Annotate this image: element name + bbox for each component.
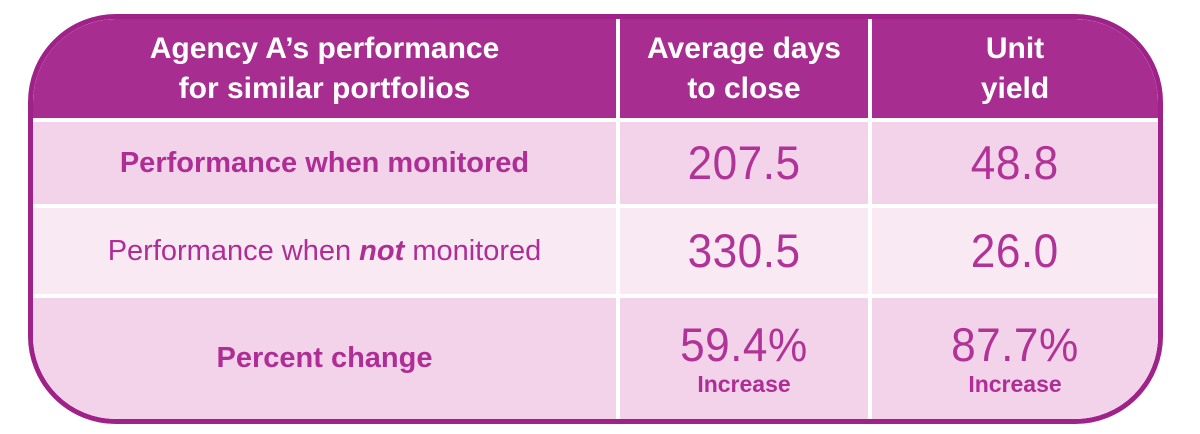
- row-not-monitored-yield-cell: 26.0: [872, 208, 1158, 294]
- row-not-monitored-days-cell: 330.5: [620, 208, 868, 294]
- header-yield-line2: yield: [980, 71, 1050, 105]
- table-row-monitored-label-cell: Performance when monitored: [33, 122, 616, 204]
- row-monitored-label: Performance when monitored: [119, 146, 530, 179]
- performance-table: Agency A’s performance for similar portf…: [33, 19, 1158, 419]
- header-cell-days: Average days to close: [620, 19, 868, 118]
- header-yield-line1: Unit: [985, 31, 1045, 65]
- table-row-not-monitored-label-cell: Performance when not monitored: [33, 208, 616, 294]
- header-days-line2: to close: [687, 71, 801, 105]
- header-portfolio-line2: for similar portfolios: [178, 71, 471, 105]
- header-cell-portfolio: Agency A’s performance for similar portf…: [33, 19, 616, 118]
- row-monitored-yield-cell: 48.8: [872, 122, 1158, 204]
- row-not-monitored-label-prefix: Performance when: [107, 234, 360, 267]
- row-percent-change-label: Percent change: [216, 342, 433, 375]
- row-not-monitored-yield-value: 26.0: [971, 224, 1059, 278]
- row-percent-change-yield-value: 87.7%: [951, 317, 1079, 371]
- performance-table-card: Agency A’s performance for similar portf…: [28, 14, 1163, 424]
- row-monitored-days-value: 207.5: [687, 136, 801, 190]
- row-percent-change-yield-note: Increase: [968, 371, 1062, 398]
- row-percent-change-days-value: 59.4%: [680, 317, 808, 371]
- header-cell-yield: Unit yield: [872, 19, 1158, 118]
- row-not-monitored-label-suffix: monitored: [404, 234, 542, 267]
- header-days-line1: Average days: [646, 31, 841, 65]
- table-row-percent-change-label-cell: Percent change: [33, 298, 616, 419]
- row-percent-change-days-cell: 59.4% Increase: [620, 298, 868, 419]
- row-percent-change-days-note: Increase: [697, 371, 791, 398]
- row-monitored-yield-value: 48.8: [971, 136, 1059, 190]
- row-percent-change-yield-cell: 87.7% Increase: [872, 298, 1158, 419]
- row-not-monitored-label-emphasis: not: [359, 234, 405, 267]
- row-not-monitored-days-value: 330.5: [687, 224, 801, 278]
- row-not-monitored-label: Performance when not monitored: [108, 234, 542, 269]
- row-monitored-days-cell: 207.5: [620, 122, 868, 204]
- header-portfolio-line1: Agency A’s performance: [149, 31, 500, 65]
